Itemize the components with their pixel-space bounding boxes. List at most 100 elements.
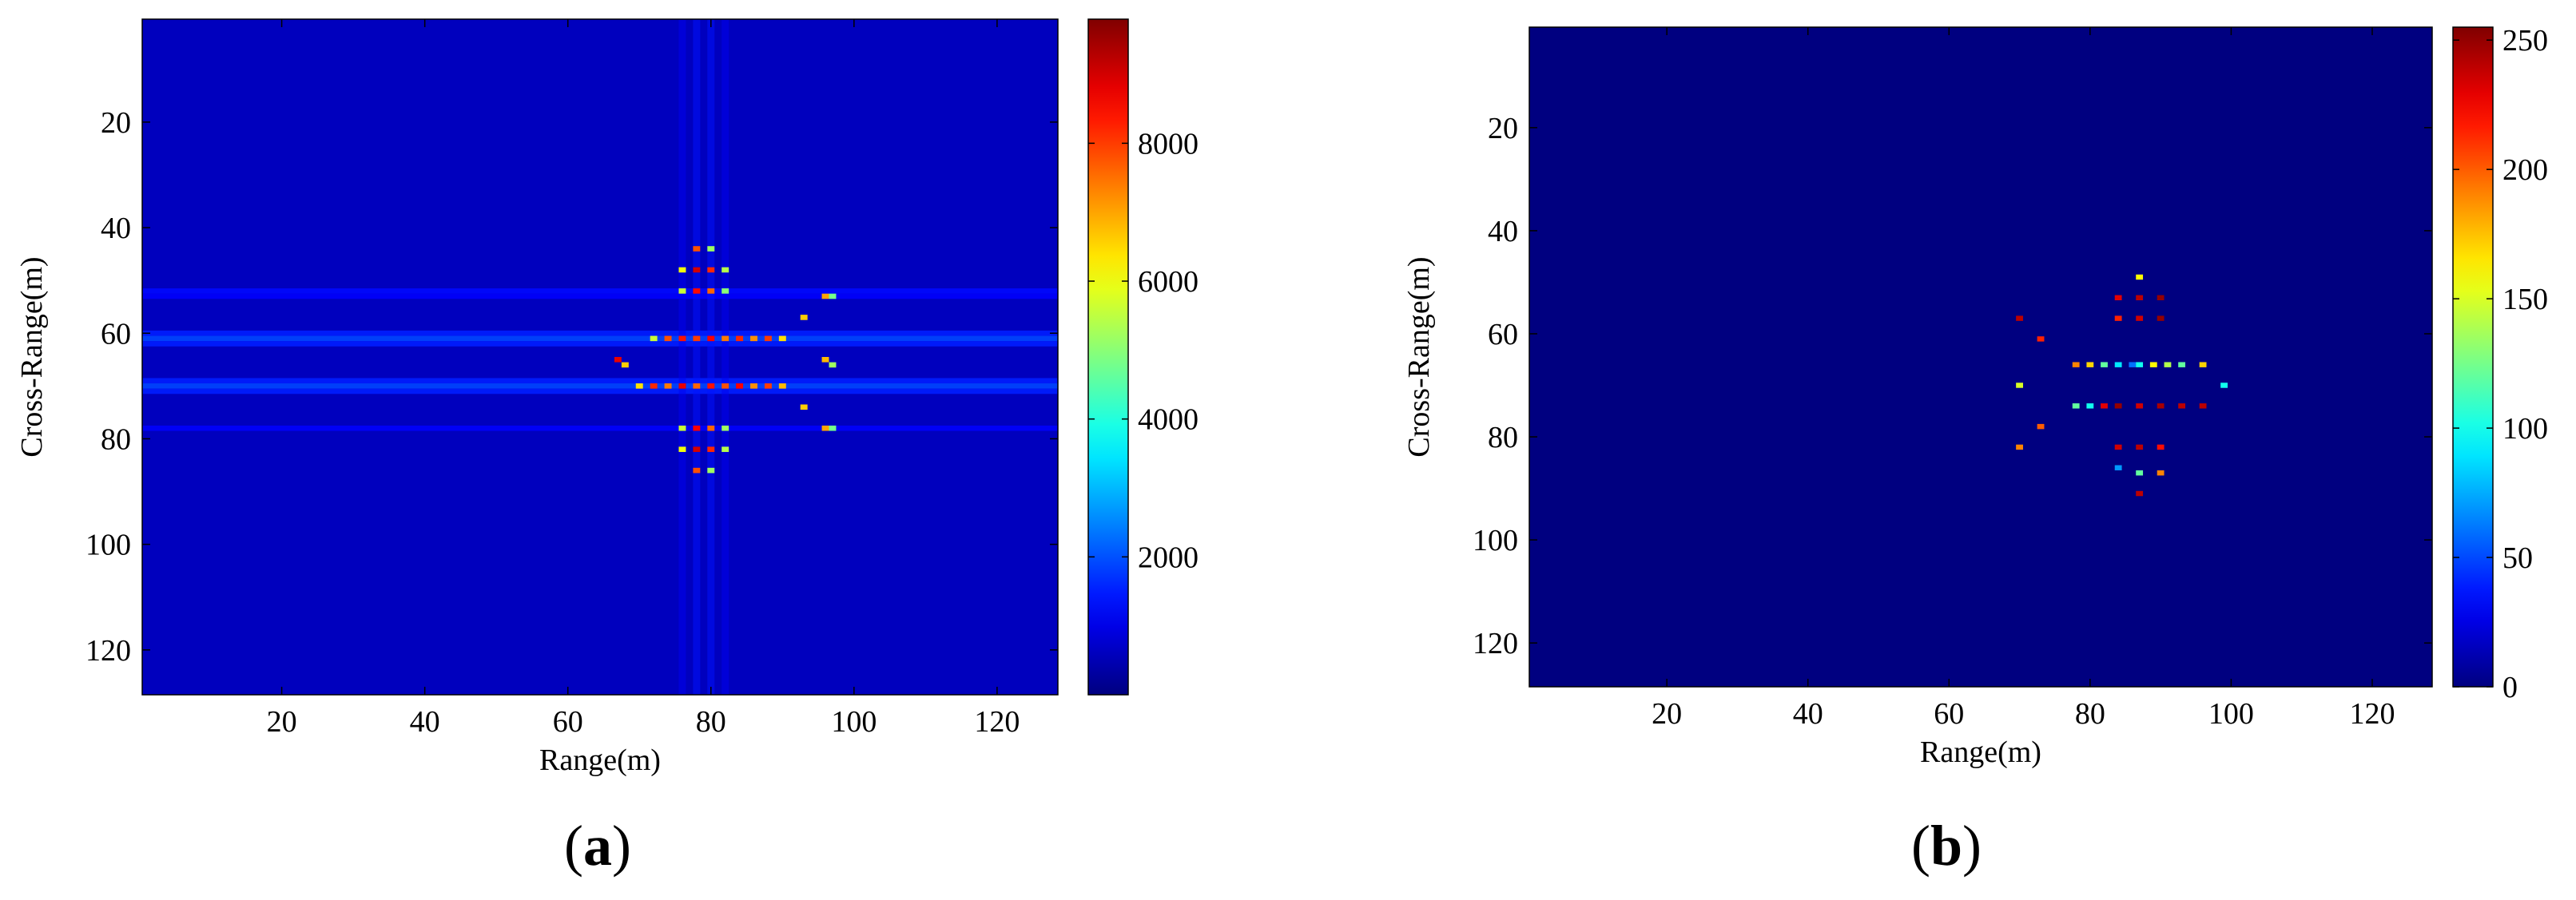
scatter-point-cell xyxy=(707,425,715,431)
x-tick-label: 120 xyxy=(2349,697,2395,731)
scatter-point-cell xyxy=(650,383,658,389)
scatter-point-cell xyxy=(2114,362,2122,367)
scatter-point-cell xyxy=(722,267,729,273)
y-axis-label: Cross-Range(m) xyxy=(1402,256,1436,457)
scatter-point-cell xyxy=(736,335,744,342)
colorbar-tick-label: 200 xyxy=(2502,153,2548,187)
scatter-point-cell xyxy=(2072,362,2080,367)
scatter-point-cell xyxy=(829,362,837,368)
sidelobe-column xyxy=(707,19,715,695)
y-tick-label: 20 xyxy=(1488,112,1518,145)
scatter-point-cell xyxy=(2016,444,2023,450)
sidelobe-column xyxy=(693,19,701,695)
colorbar-frame xyxy=(2452,26,2494,688)
x-tick-label: 80 xyxy=(696,705,726,739)
x-tick-label: 80 xyxy=(2075,697,2105,731)
scatter-point-cell xyxy=(2037,423,2045,430)
scatter-point-cell xyxy=(2136,403,2144,409)
scatter-point-cell xyxy=(2164,362,2172,367)
colorbar-tick-label: 2000 xyxy=(1138,541,1199,574)
scatter-point-cell xyxy=(707,467,715,474)
scatter-point-cell xyxy=(2114,295,2122,301)
panel-a-letter: a xyxy=(582,814,612,878)
scatter-point-cell xyxy=(2086,403,2094,409)
scatter-point-cell xyxy=(678,425,686,431)
colorbar-tick-label: 250 xyxy=(2502,24,2548,57)
sidelobe-column xyxy=(678,19,686,695)
scatter-point-cell xyxy=(707,246,715,252)
panel-b-letter: b xyxy=(1930,814,1963,878)
scatter-point-cell xyxy=(614,357,622,363)
panel-a: 20 40 60 80 100 120 20 40 60 80 100 120 Range(m) Cros… xyxy=(15,18,1199,878)
colorbar-tick-label: 150 xyxy=(2502,283,2548,316)
sidelobe-row xyxy=(142,293,1058,299)
sidelobe-row xyxy=(142,388,1058,394)
colorbar xyxy=(1088,19,1128,695)
scatter-point-cell xyxy=(778,383,786,389)
heatmap-chart-a: 20 40 60 80 100 120 20 40 60 80 100 120 Range(m) Cros… xyxy=(15,18,1199,777)
scatter-point-cell xyxy=(621,362,629,368)
scatter-point-cell xyxy=(693,267,701,273)
scatter-point-cell xyxy=(2136,444,2144,450)
y-tick-label: 60 xyxy=(1488,318,1518,351)
y-tick-label: 120 xyxy=(85,634,131,668)
scatter-point-cell xyxy=(2199,403,2207,409)
scatter-point-cell xyxy=(722,383,729,389)
scatter-point-cell xyxy=(693,383,701,389)
scatter-point-cell xyxy=(2037,336,2045,342)
sidelobe-row xyxy=(142,383,1058,389)
x-tick-label: 100 xyxy=(831,705,877,739)
scatter-point-cell xyxy=(2136,315,2144,321)
scatter-point-cell xyxy=(829,293,837,299)
scatter-point-cell xyxy=(2220,383,2228,388)
sidelobe-row xyxy=(142,330,1058,336)
scatter-point-cell xyxy=(2101,362,2108,367)
scatter-point-cell xyxy=(2157,315,2165,321)
scatter-point-cell xyxy=(693,246,701,252)
heatmap-chart-b: 20 40 60 80 100 120 20 40 60 80 100 120 Range(m) Cros… xyxy=(1402,24,2548,769)
scatter-point-cell xyxy=(707,446,715,452)
scatter-point-cell xyxy=(678,383,686,389)
plot-frame xyxy=(1529,26,2433,688)
y-tick-label: 40 xyxy=(101,212,131,245)
y-tick-label: 60 xyxy=(101,317,131,351)
scatter-point-cell xyxy=(707,383,715,389)
scatter-point-cell xyxy=(2114,465,2122,470)
colorbar-tick-label: 4000 xyxy=(1138,403,1199,437)
scatter-point-cell xyxy=(736,383,744,389)
y-tick-label: 40 xyxy=(1488,215,1518,248)
scatter-point-cell xyxy=(2136,362,2144,367)
scatter-point-cell xyxy=(821,425,829,431)
scatter-point-cell xyxy=(664,383,672,389)
scatter-point-cell xyxy=(800,404,808,410)
colorbar-tick-label: 100 xyxy=(2502,412,2548,446)
panel-a-caption: (a) xyxy=(564,814,631,878)
scatter-point-cell xyxy=(2114,403,2122,409)
plot-background xyxy=(142,19,1058,695)
scatter-point-cell xyxy=(693,288,701,294)
scatter-point-cell xyxy=(678,288,686,294)
x-tick-label: 60 xyxy=(1934,697,1964,731)
scatter-point-cell xyxy=(2178,403,2186,409)
scatter-point-cell xyxy=(2199,362,2207,367)
sidelobe-row xyxy=(142,288,1058,294)
colorbar-frame xyxy=(1087,18,1129,696)
scatter-point-cell xyxy=(2016,383,2023,388)
scatter-point-cell xyxy=(764,383,772,389)
colorbar-tick-label: 50 xyxy=(2502,541,2533,575)
scatter-point-cell xyxy=(2016,315,2023,321)
scatter-point-cell xyxy=(635,383,643,389)
scatter-point-cell xyxy=(722,335,729,342)
scatter-point-cell xyxy=(693,425,701,431)
scatter-point-cell xyxy=(750,383,757,389)
sidelobe-row xyxy=(142,425,1058,431)
scatter-point-cell xyxy=(722,425,729,431)
y-tick-label: 120 xyxy=(1473,627,1518,660)
scatter-point-cell xyxy=(2157,444,2165,450)
scatter-point-cell xyxy=(693,467,701,474)
plot-frame xyxy=(141,18,1059,696)
scatter-point-cell xyxy=(2136,295,2144,301)
colorbar-tick-label: 6000 xyxy=(1138,265,1199,299)
scatter-point-cell xyxy=(722,288,729,294)
x-tick-label: 40 xyxy=(1793,697,1823,731)
